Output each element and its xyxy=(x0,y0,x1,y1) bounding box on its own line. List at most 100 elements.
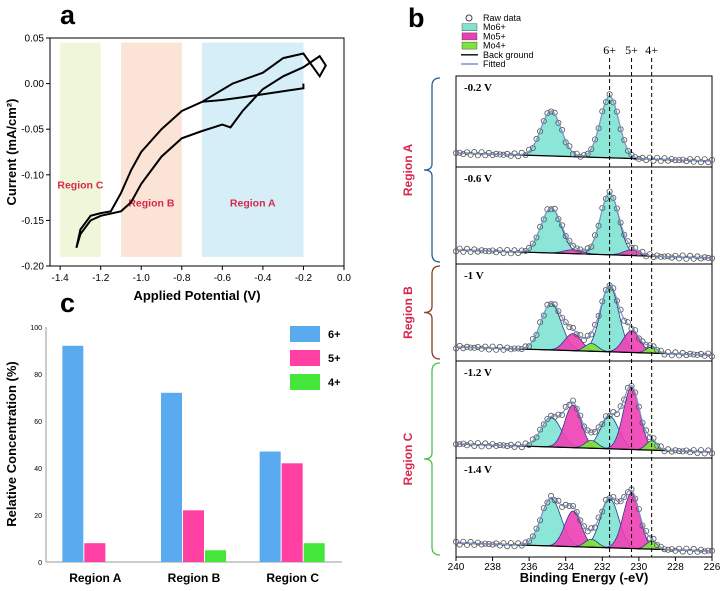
bar-y-tick-label: 100 xyxy=(30,325,42,332)
cv-region-label: Region A xyxy=(230,198,276,210)
xps-raw-data-point xyxy=(467,440,474,447)
xps-raw-data-point xyxy=(478,149,485,156)
xps-x-tick-label: 230 xyxy=(631,562,648,573)
xps-raw-data-point xyxy=(474,440,481,447)
xps-raw-data-point xyxy=(460,150,467,157)
cv-y-ticks: 0.05 0.00 -0.05 -0.10 -0.15 -0.20 xyxy=(21,34,50,273)
bar-category-label: Region B xyxy=(168,571,221,585)
xps-raw-data-point xyxy=(562,319,569,326)
xps-raw-data-point xyxy=(592,136,599,143)
xps-raw-data-point xyxy=(467,538,474,545)
xps-raw-data-point xyxy=(504,543,511,550)
xps-raw-data-point xyxy=(676,255,683,262)
xps-raw-data-point xyxy=(559,314,566,321)
cv-y-tick-label: -0.10 xyxy=(21,170,44,181)
bar-y-tick-label: 20 xyxy=(34,513,42,520)
xps-raw-data-point xyxy=(474,539,481,546)
bar-y-tick-label: 40 xyxy=(34,466,42,473)
bar-y-tick-label: 0 xyxy=(38,560,42,567)
concentration-bar-chart: 0 20 40 60 80 100 Region A Region B Region C 6+… xyxy=(4,325,342,585)
bar-legend-swatch-icon xyxy=(290,350,320,366)
xps-raw-data-point xyxy=(518,542,525,549)
xps-spectrum-label: -0.2 V xyxy=(464,82,492,94)
xps-region-label: Region B xyxy=(401,286,415,339)
xps-raw-data-point xyxy=(489,151,496,158)
bar xyxy=(161,392,182,562)
cv-x-tick-label: -0.4 xyxy=(254,273,272,284)
xps-raw-data-point xyxy=(573,331,580,338)
legend-marker-icon xyxy=(465,14,473,22)
xps-raw-data-point xyxy=(573,508,580,515)
bar-category-label: Region A xyxy=(69,571,122,585)
xps-raw-data-point xyxy=(639,338,646,345)
xps-raw-data-point xyxy=(526,244,533,251)
xps-raw-data-point xyxy=(624,489,631,496)
xps-raw-data-point xyxy=(511,543,518,550)
xps-raw-data-point xyxy=(657,443,664,450)
cv-region-label: Region C xyxy=(57,179,103,191)
xps-raw-data-point xyxy=(621,493,628,500)
bar xyxy=(183,510,204,562)
xps-raw-data-point xyxy=(668,254,675,261)
xps-region-bracket xyxy=(423,77,441,263)
xps-raw-data-point xyxy=(533,525,540,532)
xps-x-tick-label: 232 xyxy=(594,562,611,573)
cv-x-tick-label: 0.0 xyxy=(337,273,351,284)
xps-raw-data-point xyxy=(485,346,492,353)
cv-x-tick-label: -0.2 xyxy=(295,273,313,284)
xps-raw-data-point xyxy=(698,350,705,357)
xps-raw-data-point xyxy=(551,109,558,116)
cv-y-tick-label: -0.20 xyxy=(21,262,44,273)
xps-raw-data-point xyxy=(507,540,514,547)
cv-curve xyxy=(75,52,327,249)
xps-raw-data-point xyxy=(698,159,705,166)
legend-swatch-icon xyxy=(461,23,478,31)
xps-region-label: Region A xyxy=(401,144,415,197)
xps-raw-data-point xyxy=(566,401,573,408)
xps-spectrum: -1.4 V xyxy=(452,457,716,558)
xps-raw-data-point xyxy=(581,423,588,430)
bar xyxy=(62,345,84,562)
xps-region-bracket xyxy=(423,265,441,360)
xps-raw-data-point xyxy=(474,152,481,159)
bar-y-tick-label: 80 xyxy=(34,372,42,379)
xps-raw-data-point xyxy=(613,411,620,418)
xps-raw-data-point xyxy=(452,538,459,545)
cv-y-tick-label: -0.15 xyxy=(21,216,44,227)
xps-raw-data-point xyxy=(690,545,697,552)
cv-x-axis-title: Applied Potential (V) xyxy=(133,288,260,303)
xps-raw-data-point xyxy=(496,247,503,254)
bar-y-ticks: 0 20 40 60 80 100 xyxy=(30,325,42,567)
xps-reference-label: 5+ xyxy=(625,43,638,57)
xps-x-tick-label: 236 xyxy=(521,562,538,573)
xps-raw-data-point xyxy=(504,344,511,351)
xps-raw-data-point xyxy=(672,349,679,356)
xps-raw-data-point xyxy=(570,397,577,404)
xps-raw-data-point xyxy=(698,255,705,262)
xps-fitted-line xyxy=(455,489,713,552)
xps-raw-data-point xyxy=(537,426,544,433)
xps-raw-data-point xyxy=(584,427,591,434)
xps-raw-data-point xyxy=(551,497,558,504)
xps-reference-label: 4+ xyxy=(645,43,658,57)
xps-raw-data-point xyxy=(701,450,708,457)
xps-raw-data-point xyxy=(500,540,507,547)
xps-raw-data-point xyxy=(566,323,573,330)
xps-raw-data-point xyxy=(654,154,661,161)
bar xyxy=(84,543,106,562)
xps-fitted-line xyxy=(455,284,713,356)
cv-x-tick-label: -1.4 xyxy=(52,273,70,284)
cv-x-tick-label: -1.2 xyxy=(92,273,110,284)
xps-raw-data-point xyxy=(650,157,657,164)
xps-raw-data-point xyxy=(588,525,595,532)
xps-raw-data-point xyxy=(584,245,591,252)
bar-legend-label: 6+ xyxy=(328,329,341,341)
xps-raw-data-point xyxy=(588,331,595,338)
xps-raw-data-point xyxy=(654,442,661,449)
xps-raw-data-point xyxy=(540,118,547,125)
xps-raw-data-point xyxy=(610,194,617,201)
legend-label: Fitted xyxy=(483,59,506,69)
panel-letter-b: b xyxy=(408,3,425,33)
bar-series xyxy=(62,345,325,562)
